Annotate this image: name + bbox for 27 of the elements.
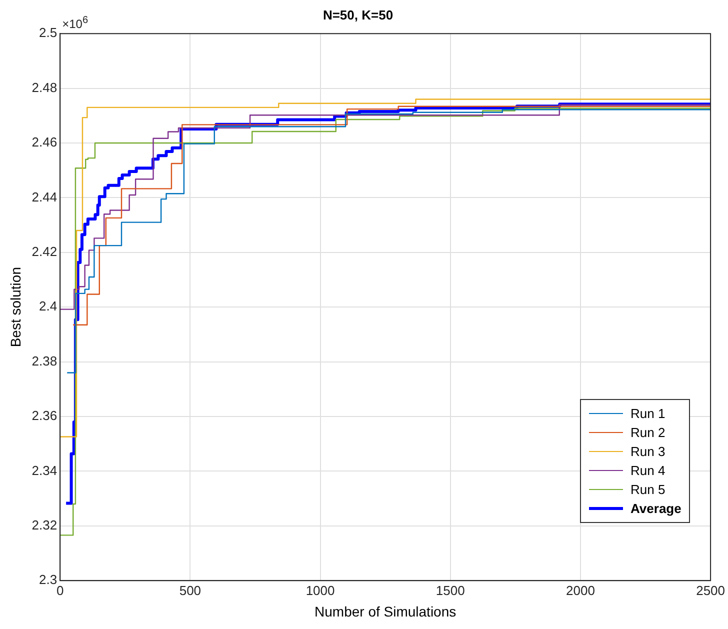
y-tick-label: 2.34 (32, 462, 58, 478)
legend-label: Run 5 (630, 482, 666, 497)
legend-label: Average (630, 500, 682, 516)
legend-label: Run 4 (630, 462, 666, 478)
y-tick-label: 2.48 (32, 80, 58, 95)
y-tick-label: 2.36 (32, 408, 58, 424)
y-tick-label: 2.3 (39, 572, 58, 588)
x-tick-label: 2500 (696, 582, 725, 598)
y-tick-label: 2.38 (32, 353, 58, 368)
legend-label: Run 3 (630, 444, 666, 459)
text: ×10$^{6}$ (62, 14, 88, 31)
x-tick-label: 1000 (306, 582, 335, 598)
y-tick-label: 2.42 (32, 244, 58, 259)
y-tick-label: 2.44 (32, 189, 58, 204)
x-tick-label: 500 (179, 582, 202, 598)
chart-title: N=50, K=50 (322, 7, 394, 22)
x-tick-label: 1500 (436, 582, 465, 598)
x-tick-label: 2000 (566, 582, 595, 598)
y-tick-label: 2.4 (39, 298, 58, 314)
y-tick-label: 2.5 (39, 25, 58, 40)
x-tick-label: 0 (56, 582, 64, 598)
legend-label: Run 2 (630, 424, 666, 440)
x-axis-title: Number of Simulations (314, 603, 456, 620)
y-axis-title: Best solution (7, 267, 24, 348)
legend-label: Run 1 (630, 406, 666, 421)
y-tick-label: 2.32 (32, 517, 58, 532)
y-tick-label: 2.46 (32, 134, 58, 150)
